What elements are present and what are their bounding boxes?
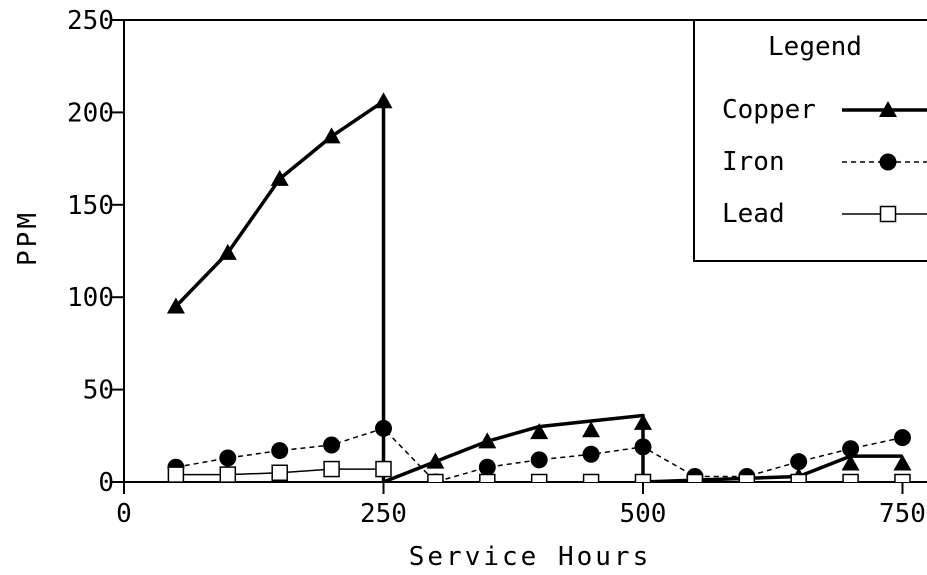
series-iron — [167, 419, 911, 482]
lead-point-12 — [790, 473, 807, 482]
legend: Legend Copper Iron Lead — [693, 19, 927, 262]
iron-point-1 — [219, 449, 237, 467]
lead-point-13 — [842, 473, 859, 482]
iron-point-12 — [790, 453, 808, 471]
iron-point-4 — [374, 419, 392, 437]
copper-line — [174, 99, 903, 482]
legend-label-lead: Lead — [722, 199, 785, 229]
lead-point-4 — [375, 460, 392, 478]
plot-marks — [166, 92, 912, 482]
lead-point-2 — [271, 464, 288, 482]
lead-point-14 — [894, 473, 911, 482]
y-tick-label-50: 50 — [83, 376, 114, 406]
lead-point-0 — [167, 466, 185, 482]
copper-point-3 — [322, 127, 341, 144]
legend-label-copper: Copper — [722, 95, 816, 125]
lead-point-9 — [634, 473, 652, 482]
copper-point-2 — [270, 169, 289, 186]
y-tick-label-200: 200 — [67, 98, 114, 128]
copper-point-0 — [166, 297, 185, 314]
axes: 0 50 100 150 200 250 0 250 500 750 — [67, 6, 926, 529]
lead-point-10 — [686, 473, 704, 482]
x-axis-title: Service Hours — [409, 542, 652, 572]
legend-label-iron: Iron — [722, 147, 785, 177]
copper-point-extra-1 — [478, 432, 497, 449]
y-axis-title: PPM — [13, 210, 43, 266]
legend-samples — [842, 101, 927, 223]
lead-point-7 — [530, 473, 548, 482]
legend-marker-iron — [879, 153, 897, 171]
copper-point-extra-4 — [633, 413, 652, 430]
x-tick-label-0: 0 — [116, 499, 132, 529]
copper-point-1 — [218, 243, 237, 260]
iron-point-14 — [893, 429, 911, 447]
copper-point-extra-8 — [841, 454, 860, 471]
legend-marker-lead — [879, 205, 897, 223]
lead-point-1 — [219, 466, 237, 482]
x-tick-label-750: 750 — [879, 499, 926, 529]
iron-point-13 — [842, 440, 860, 458]
iron-point-2 — [271, 442, 289, 460]
lead-point-6 — [479, 473, 496, 482]
lead-point-11 — [738, 473, 756, 482]
lead-point-5 — [427, 473, 444, 482]
copper-point-extra-3 — [582, 421, 601, 438]
x-tick-label-500: 500 — [620, 499, 667, 529]
x-tick-label-250: 250 — [360, 499, 407, 529]
iron-point-9 — [634, 438, 652, 456]
copper-point-4 — [374, 92, 393, 109]
lead-point-3 — [323, 460, 340, 478]
iron-point-7 — [530, 451, 548, 469]
copper-point-extra-0 — [426, 452, 445, 469]
copper-point-extra-9 — [893, 454, 912, 471]
iron-point-3 — [323, 436, 341, 454]
iron-point-6 — [478, 458, 496, 476]
iron-point-8 — [582, 445, 600, 463]
series-lead — [167, 460, 911, 482]
y-tick-label-250: 250 — [67, 6, 114, 36]
lead-point-8 — [582, 473, 600, 482]
copper-point-extra-2 — [530, 423, 549, 440]
legend-marker-copper — [879, 101, 897, 117]
y-tick-label-100: 100 — [67, 283, 114, 313]
y-tick-label-0: 0 — [98, 468, 114, 498]
legend-title: Legend — [768, 32, 862, 62]
y-tick-label-150: 150 — [67, 191, 114, 221]
